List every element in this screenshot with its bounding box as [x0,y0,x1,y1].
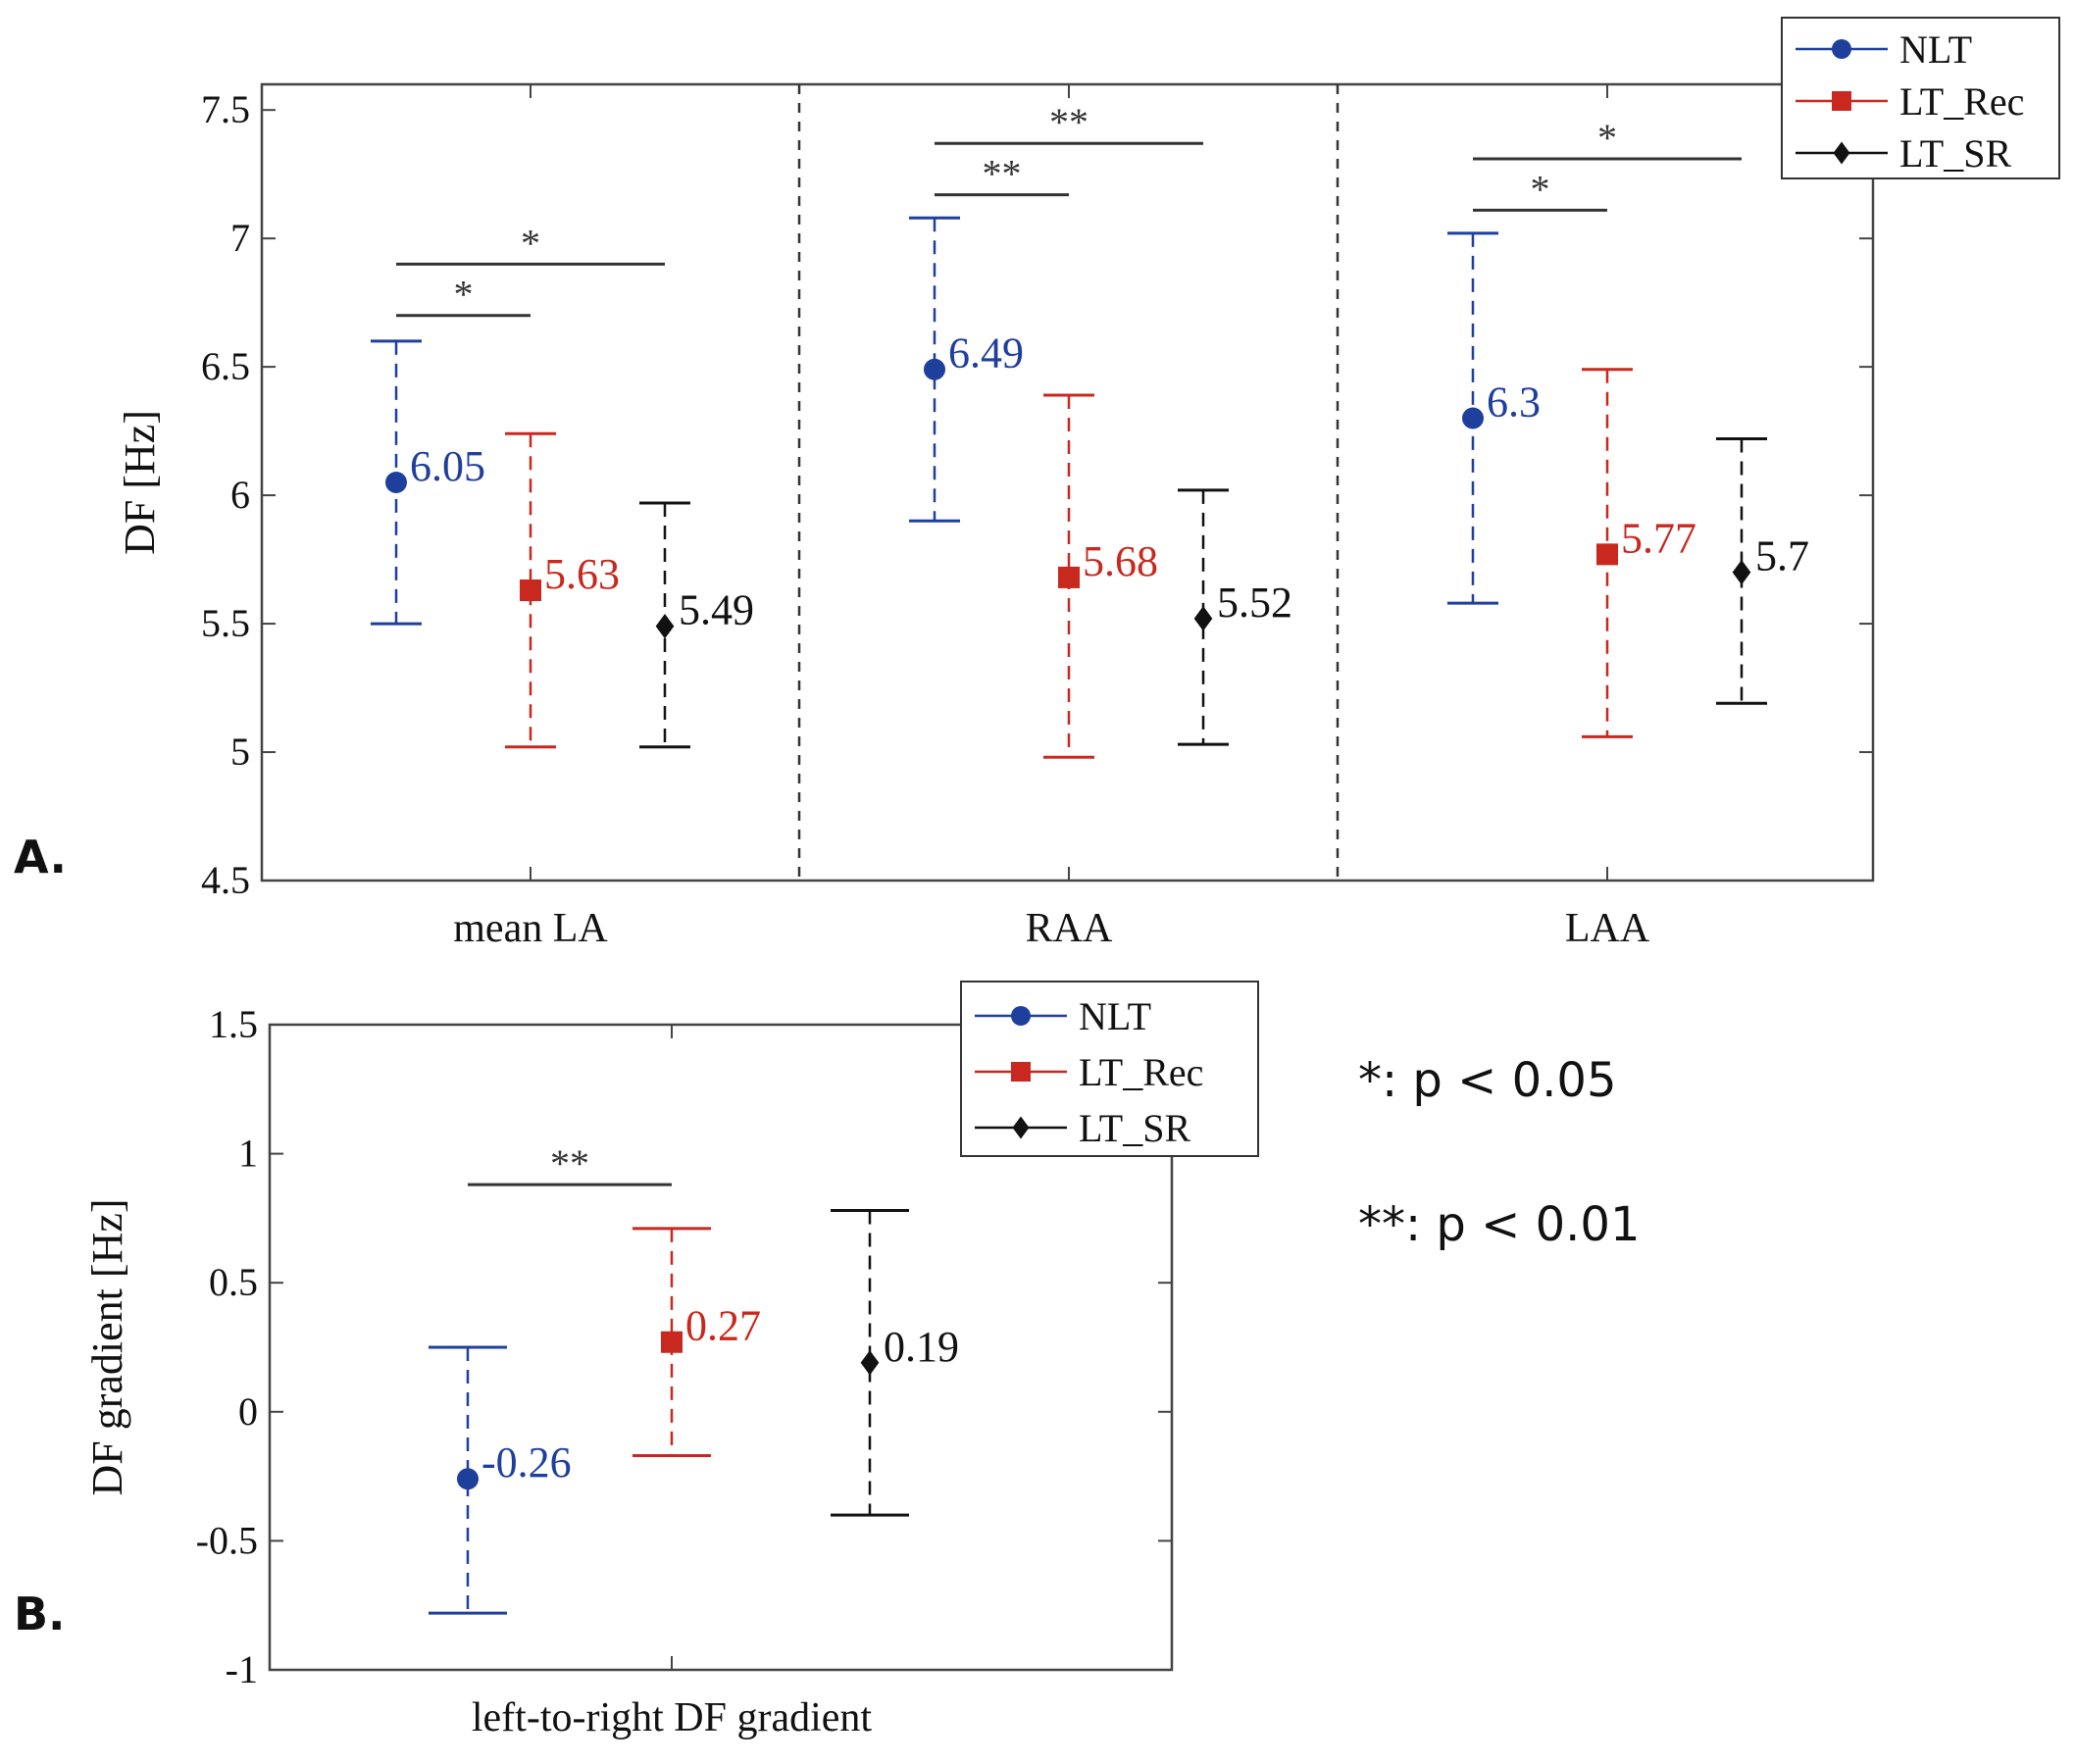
significance-notes: *: p < 0.05 **: p < 0.01 [1358,1053,1641,1252]
a-ytick-label: 7 [230,216,250,260]
b-legend-label-lt_rec: LT_Rec [1079,1050,1203,1094]
a-axes-box [260,82,1875,882]
a-legend-marker-nlt [1832,39,1851,59]
note-double-star: **: p < 0.01 [1358,1197,1641,1252]
a-point-nlt [385,472,407,493]
a-significance-stars: * [1531,167,1550,211]
a-ytick-label: 4.5 [201,858,250,902]
b-y-axis-label: DF gradient [Hz] [83,1198,131,1495]
a-point-lt_sr [1732,560,1751,585]
a-data-label-nlt: 6.49 [948,329,1024,378]
b-ytick-label: -1 [226,1647,258,1691]
a-xtick-label: RAA [1026,906,1113,951]
b-point-lt_rec [661,1331,683,1353]
b-data-label-nlt: -0.26 [481,1438,572,1487]
a-legend-label-lt_sr: LT_SR [1899,131,2011,176]
a-significance-stars: * [521,221,540,265]
b-significance-stars: ** [550,1141,589,1185]
a-y-axis-label: DF [Hz] [116,410,164,555]
a-xtick-label: mean LA [453,906,608,951]
b-ytick-label: 0 [238,1389,258,1434]
a-data-label-nlt: 6.3 [1487,378,1541,427]
a-legend-box [1781,17,2060,179]
b-xtick-label: left-to-right DF gradient [472,1695,873,1740]
a-data-label-lt_sr: 5.49 [679,586,754,634]
a-point-lt_sr [1193,606,1213,631]
b-point-nlt [457,1468,479,1490]
b-data-label-lt_rec: 0.27 [685,1302,761,1350]
a-data-label-nlt: 6.05 [410,442,485,490]
a-point-lt_rec [1058,566,1080,588]
a-significance-stars: ** [1049,100,1088,144]
a-data-label-lt_rec: 5.63 [544,550,620,598]
panel-a-chart: 4.5 5 5.5 6 6.5 7 7.5 DF [Hz] mean LA RAA LAA 6.05 6… [14,17,2060,951]
a-point-lt_rec [520,580,541,602]
a-panel-letter: A. [14,831,67,883]
a-point-lt_sr [655,614,675,639]
a-legend-marker-lt_rec [1832,91,1851,111]
a-data-label-lt_sr: 5.7 [1755,532,1809,580]
a-ytick-label: 7.5 [201,87,250,131]
a-significance-stars: * [454,273,474,317]
a-legend-marker-lt_sr [1833,141,1850,165]
a-point-nlt [924,358,945,380]
a-ytick-label: 6.5 [201,344,250,388]
b-legend-label-nlt: NLT [1079,994,1151,1038]
a-data-label-lt_rec: 5.68 [1083,537,1158,585]
a-point-lt_rec [1596,543,1618,566]
a-ytick-label: 5 [230,730,250,774]
a-ytick-label: 5.5 [201,601,250,645]
a-significance-stars: ** [983,152,1022,196]
b-ytick-label: 1.5 [209,1002,258,1046]
b-axes-box [268,1023,1174,1672]
b-ytick-label: 0.5 [209,1260,258,1304]
b-point-lt_sr [860,1350,880,1376]
a-point-nlt [1462,407,1484,429]
b-legend-marker-nlt [1011,1006,1031,1026]
b-legend-label-lt_sr: LT_SR [1079,1106,1190,1150]
a-data-label-lt_sr: 5.52 [1217,579,1292,627]
b-legend-marker-lt_sr [1012,1116,1030,1139]
b-data-label-lt_sr: 0.19 [884,1323,959,1371]
b-ytick-label: 1 [238,1132,258,1176]
b-legend-marker-lt_rec [1011,1062,1031,1082]
a-legend-label-lt_rec: LT_Rec [1899,79,2024,124]
panel-b-chart: -1 -0.5 0 0.5 1 1.5 DF gradient [Hz] left-to-ri… [14,981,1259,1740]
a-significance-stars: * [1597,116,1617,160]
a-xtick-label: LAA [1565,906,1650,951]
a-legend-label-nlt: NLT [1899,27,1972,72]
b-ytick-label: -0.5 [196,1518,258,1562]
note-single-star: *: p < 0.05 [1358,1053,1617,1108]
a-data-label-lt_rec: 5.77 [1621,514,1696,562]
b-panel-letter: B. [14,1588,66,1640]
a-ytick-label: 6 [230,473,250,517]
